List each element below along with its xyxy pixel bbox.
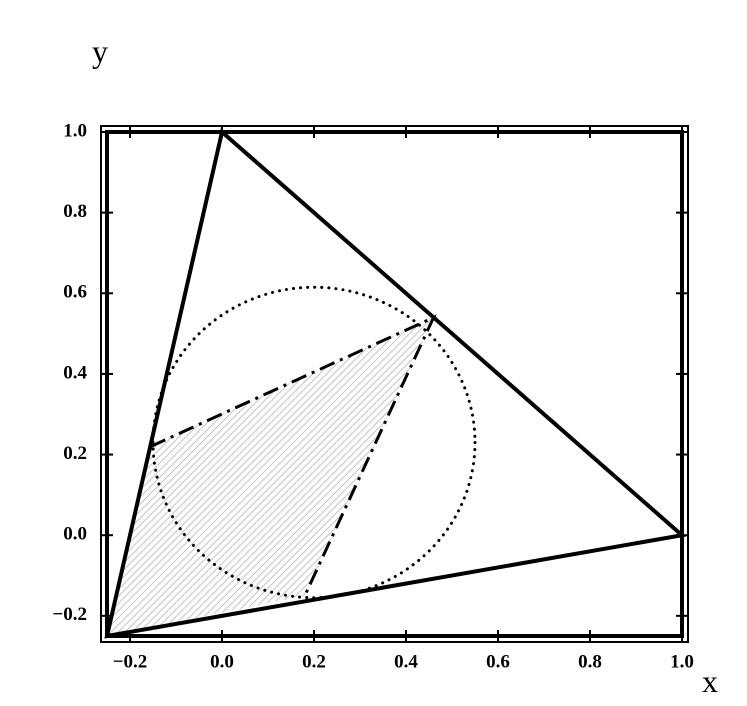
y-axis-label: y bbox=[92, 33, 108, 69]
y-tick-label: −0.2 bbox=[52, 604, 87, 625]
y-tick-label: 0.8 bbox=[63, 201, 87, 222]
hatched-region bbox=[107, 317, 434, 636]
y-tick-label: 0.2 bbox=[63, 443, 87, 464]
x-tick-label: 0.8 bbox=[578, 651, 602, 672]
y-tick-label: 0.0 bbox=[63, 524, 87, 545]
x-tick-label: 0.6 bbox=[486, 651, 510, 672]
plot-frame bbox=[105, 130, 684, 638]
triangle bbox=[104, 128, 687, 639]
x-tick-label: 0.0 bbox=[210, 651, 234, 672]
plot-frame bbox=[100, 125, 689, 643]
x-axis-label: x bbox=[702, 663, 718, 699]
y-tick-label: 0.4 bbox=[63, 362, 87, 383]
x-tick-label: 1.0 bbox=[670, 651, 694, 672]
x-tick-label: 0.4 bbox=[394, 651, 418, 672]
x-tick-label: −0.2 bbox=[113, 651, 148, 672]
y-tick-label: 0.6 bbox=[63, 282, 87, 303]
x-tick-label: 0.2 bbox=[302, 651, 326, 672]
y-tick-label: 1.0 bbox=[63, 120, 87, 141]
